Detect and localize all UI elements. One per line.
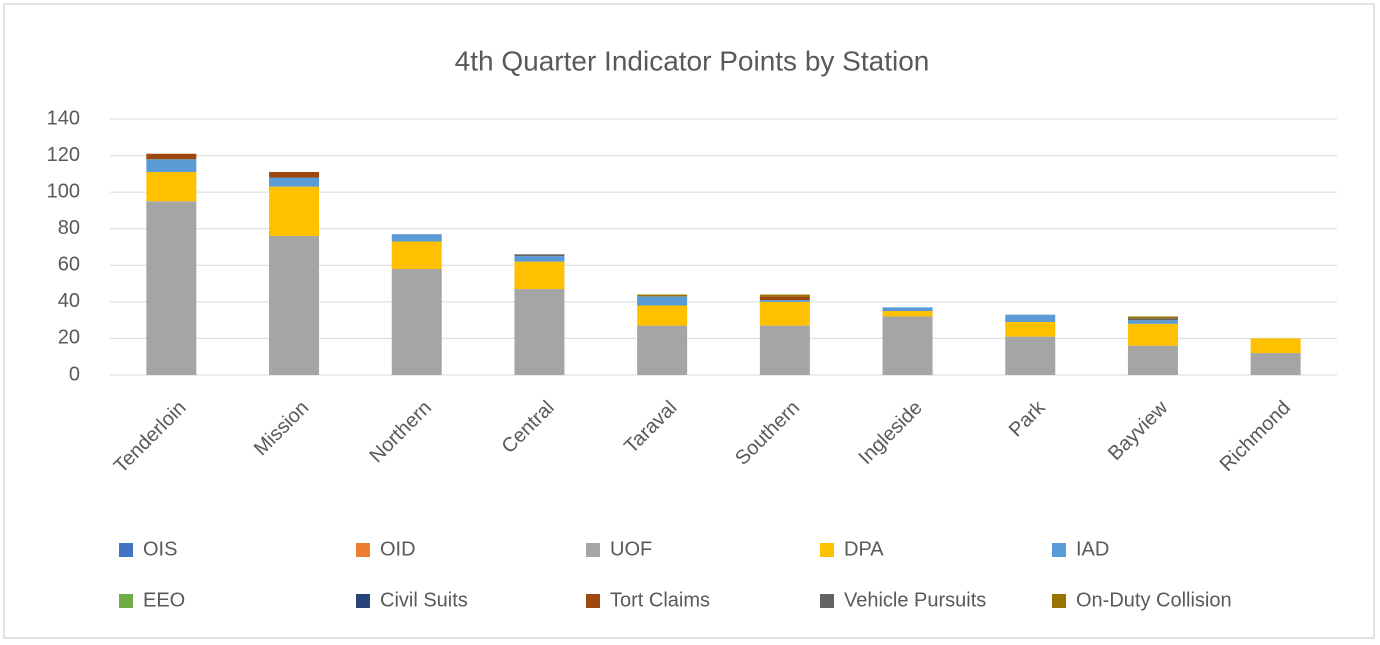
legend-label: DPA	[844, 538, 884, 560]
bar-segment	[146, 159, 197, 173]
legend-swatch	[586, 543, 600, 557]
legend-swatch	[356, 543, 370, 557]
legend-label: Vehicle Pursuits	[844, 589, 986, 611]
bar-segment	[269, 172, 320, 178]
bar-segment	[759, 296, 810, 301]
bar-segment	[269, 186, 320, 237]
bar-segment	[1127, 316, 1178, 319]
y-tick-label: 120	[47, 144, 80, 166]
bar-segment	[637, 296, 688, 306]
legend-label: On-Duty Collision	[1076, 589, 1232, 611]
legend-label: IAD	[1076, 538, 1109, 560]
legend-label: EEO	[143, 589, 185, 611]
bar-segment	[146, 201, 197, 375]
legend-swatch	[820, 594, 834, 608]
y-tick-label: 80	[58, 217, 80, 239]
legend-label: OID	[380, 538, 416, 560]
bar-segment	[391, 241, 442, 269]
y-tick-label: 20	[58, 327, 80, 349]
bar-segment	[1005, 321, 1056, 337]
legend-swatch	[119, 594, 133, 608]
legend-swatch	[356, 594, 370, 608]
bar-segment	[269, 177, 320, 187]
y-tick-label: 40	[58, 290, 80, 312]
legend-label: Civil Suits	[380, 589, 468, 611]
bar-segment	[882, 311, 933, 317]
legend-swatch	[119, 543, 133, 557]
bar-segment	[146, 172, 197, 202]
legend-label: OIS	[143, 538, 177, 560]
legend-swatch	[1052, 543, 1066, 557]
bar-segment	[1005, 336, 1056, 375]
chart-title: 4th Quarter Indicator Points by Station	[455, 45, 930, 76]
bar-segment	[514, 261, 565, 290]
legend-swatch	[586, 594, 600, 608]
y-tick-label: 100	[47, 180, 80, 202]
y-tick-label: 140	[47, 107, 80, 129]
bar-segment	[1005, 314, 1056, 322]
bar-segment	[759, 301, 810, 326]
bar-segment	[759, 294, 810, 297]
legend-swatch	[1052, 594, 1066, 608]
legend-label: UOF	[610, 538, 652, 560]
legend-label: Tort Claims	[610, 589, 710, 611]
bar-segment	[882, 316, 933, 375]
bar-segment	[637, 305, 688, 326]
legend-swatch	[820, 543, 834, 557]
bar-segment	[759, 325, 810, 375]
bar-segment	[146, 153, 197, 160]
bar-segment	[637, 325, 688, 375]
bar-segment	[1127, 320, 1178, 324]
bar-segment	[882, 307, 933, 311]
bar-segment	[1250, 353, 1301, 375]
y-tick-label: 0	[69, 363, 80, 385]
bar-segment	[1127, 345, 1178, 375]
bar-segment	[637, 294, 688, 297]
bar-segment	[514, 256, 565, 262]
bar-segment	[1127, 318, 1178, 321]
bar-segment	[759, 300, 810, 302]
bar-segment	[391, 268, 442, 375]
y-tick-label: 60	[58, 254, 80, 276]
bar-segment	[514, 289, 565, 375]
bar-segment	[269, 236, 320, 375]
bar-segment	[391, 234, 442, 242]
bar-segment	[1127, 323, 1178, 346]
bar-segment	[1250, 338, 1301, 354]
bar-segment	[514, 254, 565, 257]
